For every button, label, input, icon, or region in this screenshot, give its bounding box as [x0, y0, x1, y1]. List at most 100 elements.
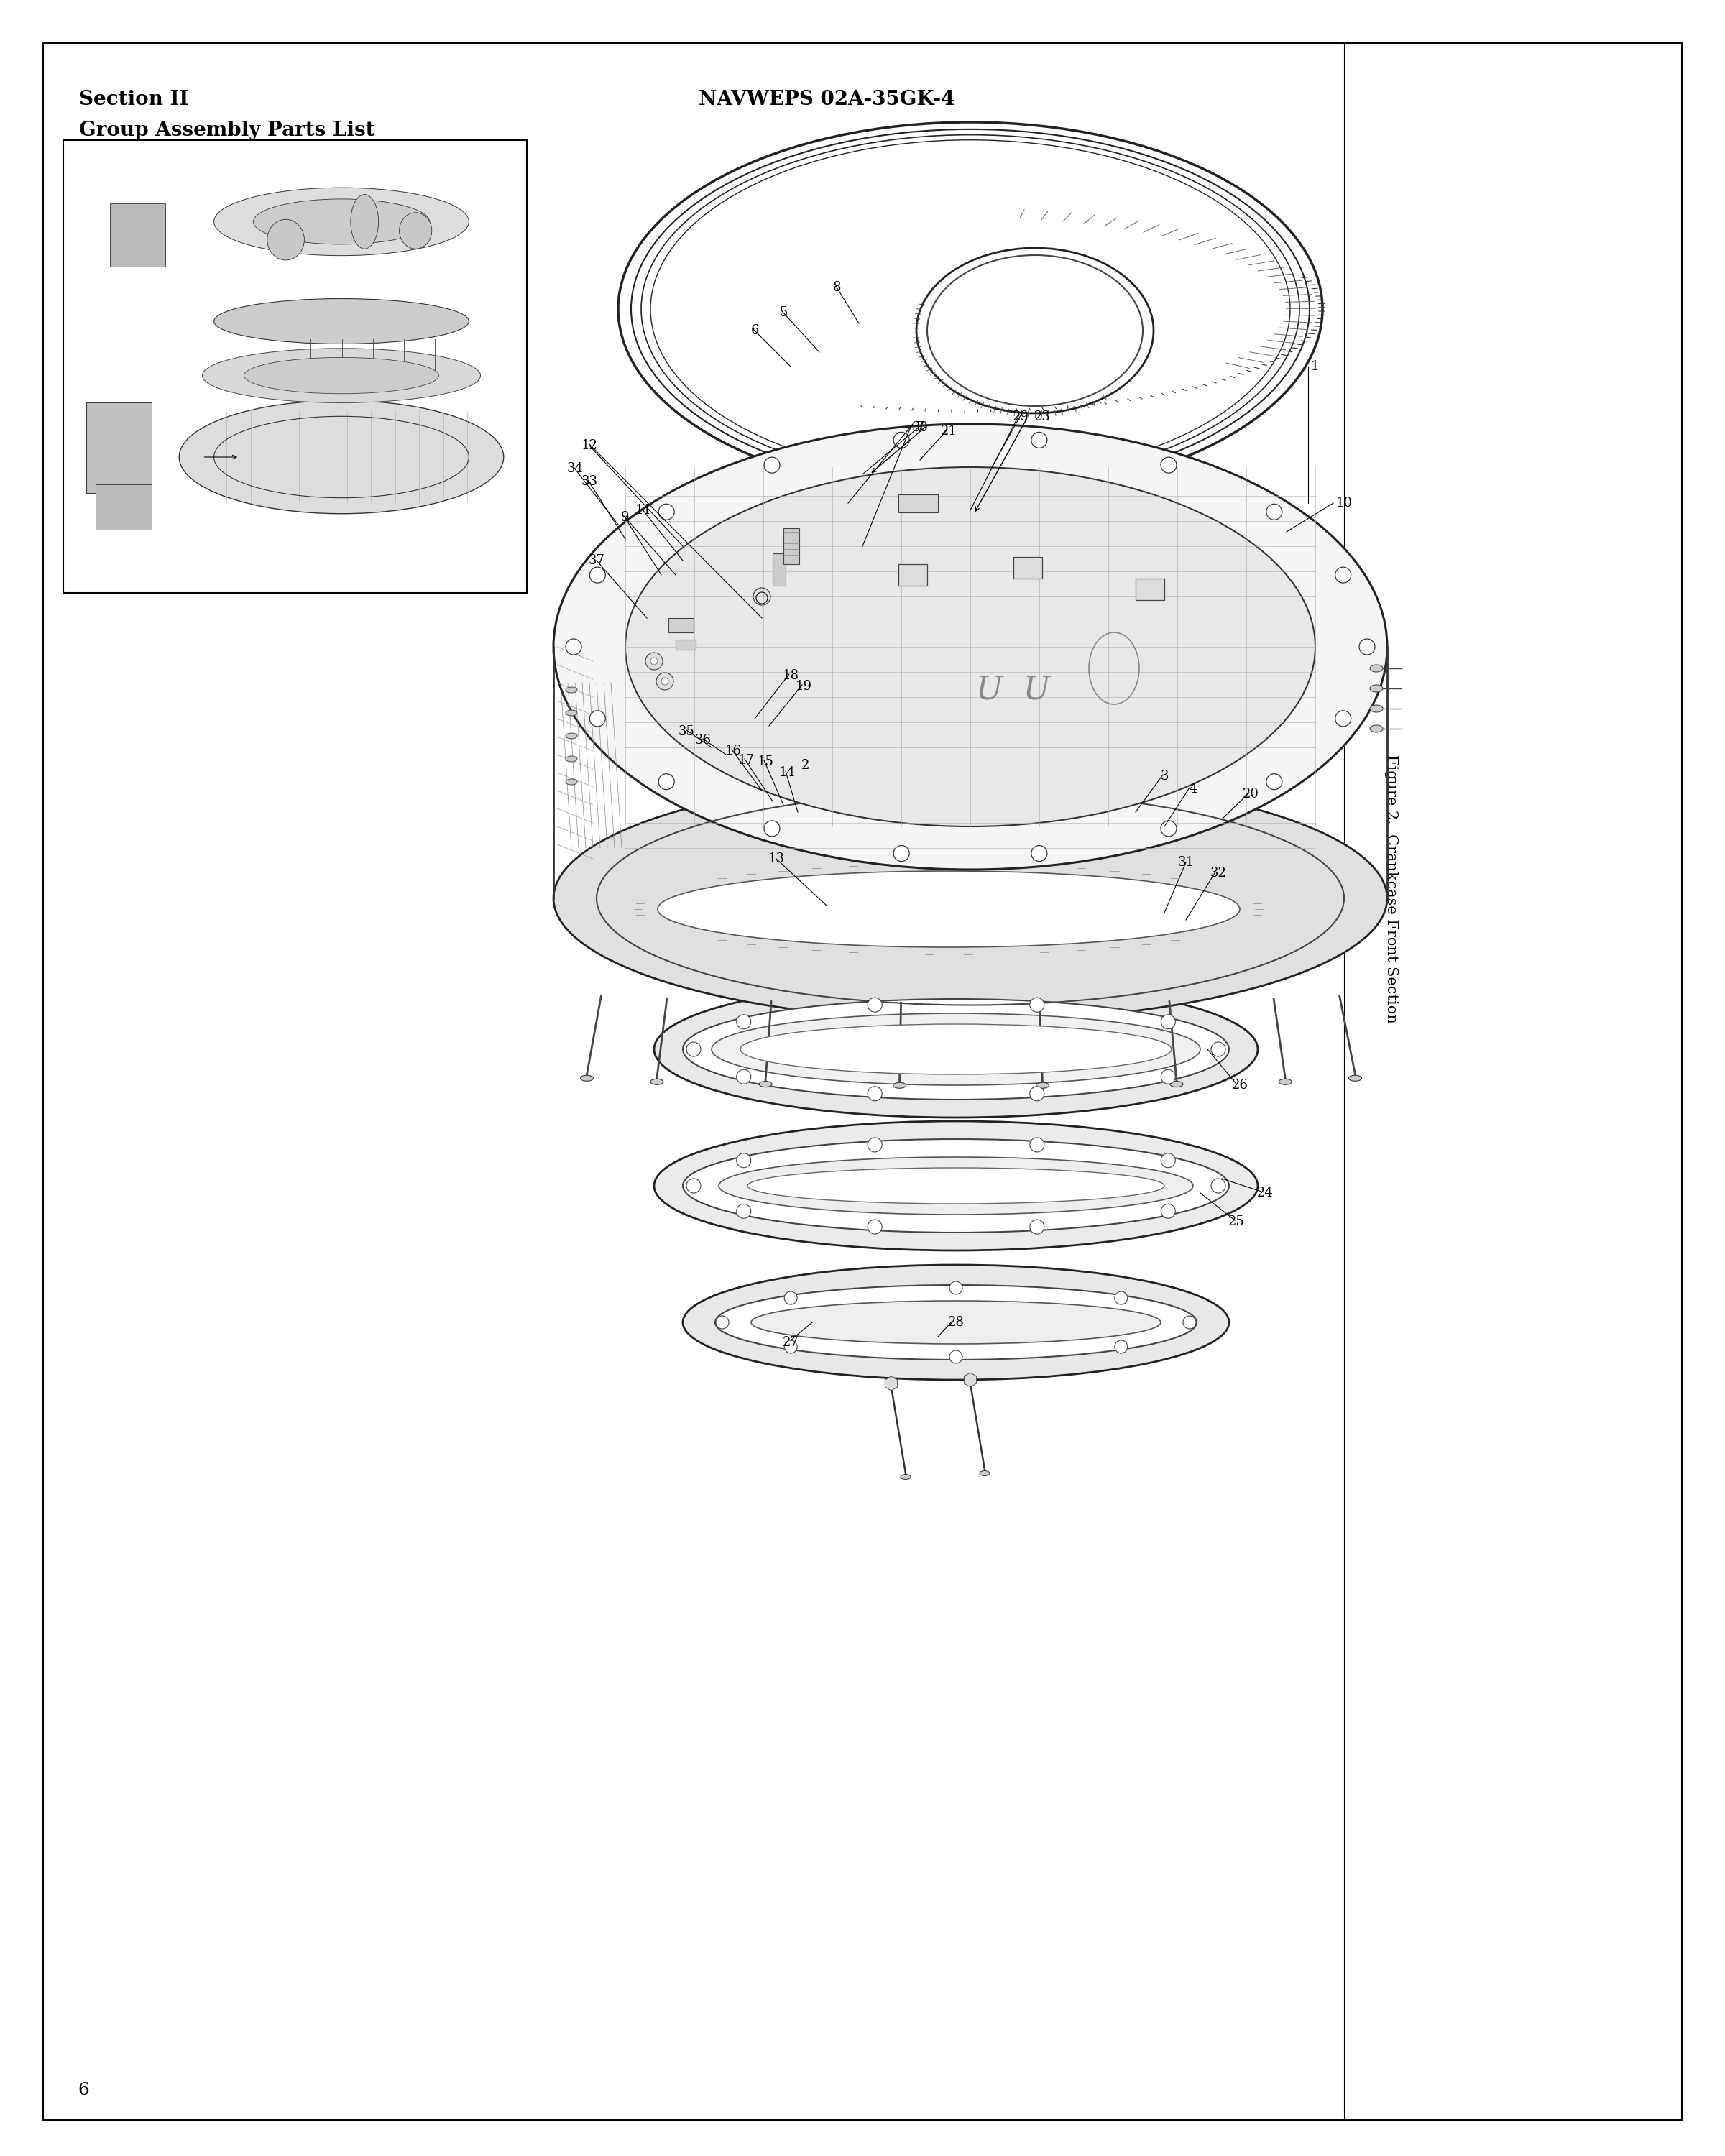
Ellipse shape: [1349, 1076, 1361, 1080]
Text: 13: 13: [768, 852, 785, 865]
Bar: [95, 485, 152, 530]
Circle shape: [1359, 638, 1375, 655]
Ellipse shape: [566, 688, 578, 692]
Circle shape: [1183, 1315, 1195, 1328]
Circle shape: [1030, 1138, 1044, 1151]
Circle shape: [737, 1203, 750, 1218]
Ellipse shape: [1370, 686, 1383, 692]
Text: 34: 34: [568, 461, 583, 474]
Circle shape: [1211, 1041, 1225, 1056]
Ellipse shape: [712, 1013, 1201, 1084]
Circle shape: [1266, 774, 1282, 789]
Ellipse shape: [254, 198, 430, 244]
Text: Figure 2.  Crankcase Front Section: Figure 2. Crankcase Front Section: [1383, 755, 1397, 1024]
Ellipse shape: [626, 468, 1316, 826]
Text: 20: 20: [1242, 787, 1259, 800]
Ellipse shape: [650, 1078, 664, 1084]
Ellipse shape: [243, 358, 438, 395]
Circle shape: [1161, 1015, 1175, 1028]
Circle shape: [1211, 1179, 1225, 1192]
Ellipse shape: [1278, 1078, 1292, 1084]
Circle shape: [566, 638, 581, 655]
Ellipse shape: [554, 776, 1387, 1022]
Text: 21: 21: [940, 425, 957, 438]
Circle shape: [868, 998, 881, 1011]
Circle shape: [949, 1281, 963, 1294]
Ellipse shape: [654, 981, 1258, 1117]
Circle shape: [1114, 1341, 1128, 1354]
Text: Section II: Section II: [79, 91, 188, 110]
Text: 1: 1: [1311, 360, 1320, 373]
Ellipse shape: [740, 1024, 1171, 1074]
Circle shape: [1266, 505, 1282, 520]
Ellipse shape: [267, 220, 304, 261]
Circle shape: [590, 567, 605, 582]
Bar: [110, 203, 166, 267]
Text: 11: 11: [635, 505, 652, 517]
Circle shape: [949, 1350, 963, 1363]
Ellipse shape: [900, 1475, 911, 1479]
Circle shape: [1032, 845, 1047, 862]
Circle shape: [894, 845, 909, 862]
Ellipse shape: [716, 1285, 1197, 1360]
Circle shape: [737, 1069, 750, 1084]
Text: 3: 3: [1161, 770, 1168, 783]
Ellipse shape: [657, 871, 1240, 946]
Text: 15: 15: [757, 755, 775, 768]
Ellipse shape: [654, 1121, 1258, 1250]
Bar: [783, 528, 799, 565]
Circle shape: [659, 505, 674, 520]
Circle shape: [1161, 1069, 1175, 1084]
Circle shape: [645, 653, 662, 671]
Ellipse shape: [759, 1082, 773, 1087]
Text: U  U: U U: [976, 675, 1051, 705]
Ellipse shape: [618, 856, 1280, 964]
Circle shape: [1161, 821, 1176, 837]
Text: 18: 18: [783, 668, 799, 681]
Text: 4: 4: [1189, 783, 1197, 796]
Text: 32: 32: [1209, 867, 1226, 880]
Text: 35: 35: [678, 724, 695, 737]
Ellipse shape: [1370, 724, 1383, 733]
Text: 8: 8: [833, 280, 842, 293]
Text: 25: 25: [1228, 1216, 1244, 1229]
Circle shape: [1030, 1220, 1044, 1233]
Text: 36: 36: [695, 733, 711, 746]
Text: 16: 16: [724, 744, 742, 757]
Ellipse shape: [683, 1266, 1228, 1380]
Bar: [669, 619, 693, 632]
Text: 27: 27: [783, 1337, 799, 1350]
Text: 6: 6: [78, 2083, 90, 2098]
Ellipse shape: [202, 349, 481, 403]
Ellipse shape: [1037, 1082, 1049, 1089]
Ellipse shape: [1170, 1082, 1183, 1087]
Circle shape: [868, 1220, 881, 1233]
Text: 23: 23: [1033, 410, 1051, 423]
Circle shape: [868, 1087, 881, 1102]
Ellipse shape: [747, 1169, 1164, 1203]
Text: 12: 12: [581, 440, 597, 453]
Bar: [899, 565, 928, 586]
Ellipse shape: [980, 1470, 990, 1475]
Ellipse shape: [750, 1300, 1161, 1343]
Text: 6: 6: [750, 323, 759, 336]
Bar: [773, 554, 785, 586]
Ellipse shape: [350, 194, 378, 248]
Circle shape: [1114, 1291, 1128, 1304]
Text: 28: 28: [947, 1315, 964, 1328]
Text: Group Assembly Parts List: Group Assembly Parts List: [79, 121, 374, 140]
Text: 26: 26: [1232, 1078, 1249, 1091]
Circle shape: [1335, 567, 1351, 582]
Text: 9: 9: [621, 511, 630, 524]
Circle shape: [1161, 1203, 1175, 1218]
Circle shape: [1161, 457, 1176, 472]
Ellipse shape: [1370, 664, 1383, 673]
Text: 17: 17: [738, 755, 754, 768]
Text: 37: 37: [588, 554, 605, 567]
Circle shape: [656, 673, 673, 690]
Circle shape: [1030, 1087, 1044, 1102]
Ellipse shape: [566, 733, 578, 740]
Circle shape: [661, 677, 669, 686]
Bar: [1135, 578, 1164, 599]
Ellipse shape: [1370, 705, 1383, 711]
